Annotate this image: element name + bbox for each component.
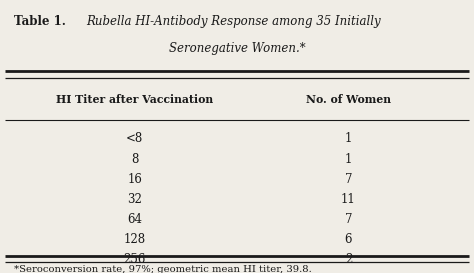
Text: *Seroconversion rate, 97%; geometric mean HI titer, 39.8.: *Seroconversion rate, 97%; geometric mea…: [14, 265, 312, 273]
Text: 2: 2: [345, 253, 352, 266]
Text: 1: 1: [345, 153, 352, 165]
Text: 1: 1: [345, 132, 352, 146]
Text: HI Titer after Vaccination: HI Titer after Vaccination: [56, 94, 213, 105]
Text: 7: 7: [345, 213, 352, 226]
Text: Seronegative Women.*: Seronegative Women.*: [169, 41, 305, 55]
Text: 128: 128: [124, 233, 146, 246]
Text: Rubella HI-Antibody Response among 35 Initially: Rubella HI-Antibody Response among 35 In…: [86, 15, 381, 28]
Text: 256: 256: [124, 253, 146, 266]
Text: Table 1.: Table 1.: [14, 15, 66, 28]
Text: 16: 16: [128, 173, 142, 186]
Text: 6: 6: [345, 233, 352, 246]
Text: 11: 11: [341, 193, 356, 206]
Text: 7: 7: [345, 173, 352, 186]
Text: 8: 8: [131, 153, 138, 165]
Text: <8: <8: [126, 132, 144, 146]
Text: 32: 32: [128, 193, 142, 206]
Text: 64: 64: [128, 213, 142, 226]
Text: No. of Women: No. of Women: [306, 94, 391, 105]
